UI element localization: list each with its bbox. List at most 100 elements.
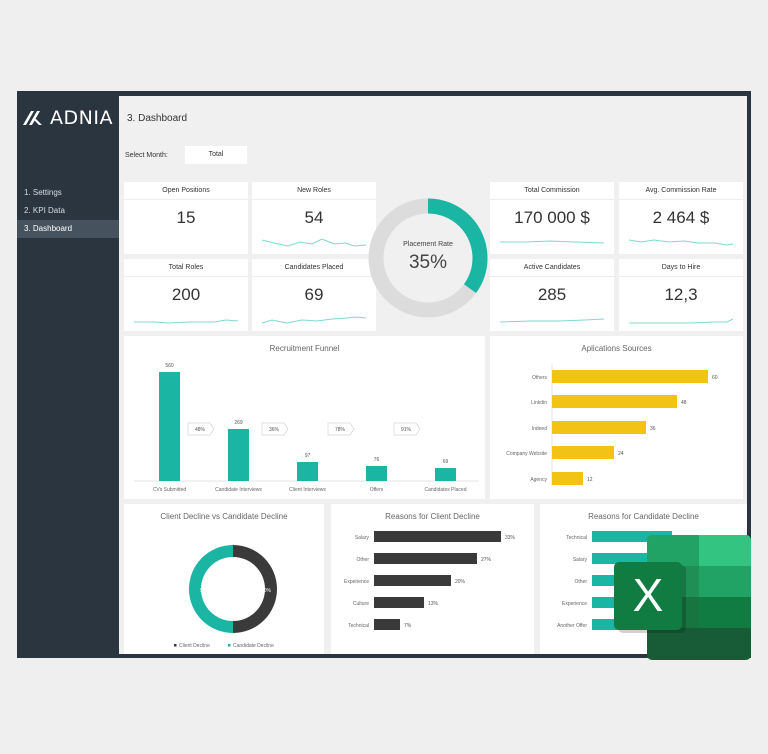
kpi-card-new-roles: New Roles 54	[252, 182, 376, 254]
bar-value: 269	[234, 420, 243, 426]
kpi-value: 54	[304, 208, 324, 227]
kpi-card-candidates-placed: Candidates Placed 69	[252, 259, 376, 331]
sidebar-item-kpi-data[interactable]: 2. KPI Data	[24, 206, 65, 215]
page-title: 3. Dashboard	[127, 113, 188, 124]
sidebar: ADNIA 1. Settings 2. KPI Data 3. Dashboa…	[17, 91, 119, 658]
category-label: Offers	[370, 487, 384, 493]
chart-title: Reasons for Candidate Decline	[588, 512, 699, 521]
kpi-value: 15	[176, 208, 196, 227]
sparkline	[629, 318, 733, 324]
decline-split-chart: Client Decline vs Candidate Decline 50% …	[124, 504, 324, 654]
placement-rate-gauge: Placement Rate 35%	[367, 196, 489, 320]
category-label: Client Interviews	[289, 487, 326, 493]
placement-rate-label: Placement Rate	[403, 241, 453, 248]
kpi-card-active-candidates: Active Candidates 285	[490, 259, 614, 331]
category-label: Other	[574, 579, 587, 585]
month-label: Select Month:	[125, 152, 168, 159]
bar-value: 12	[587, 477, 593, 483]
kpi-card-avg-commission-rate: Avg. Commission Rate 2 464 $	[619, 182, 743, 254]
bar-value: 33%	[505, 535, 516, 541]
slice-label: 50%	[200, 588, 211, 594]
category-label: Candidates Placed	[425, 487, 467, 493]
kpi-value: 2 464 $	[652, 208, 710, 227]
placement-rate-donut	[368, 198, 488, 318]
brand-logo: ADNIA	[22, 107, 113, 129]
client-decline-reasons-chart: Reasons for Client Decline Salary Other …	[331, 504, 534, 654]
category-label: Another Offer	[557, 623, 587, 629]
kpi-card-total-roles: Total Roles 200	[124, 259, 248, 331]
kpi-card-total-commission: Total Commission 170 000 $	[490, 182, 614, 254]
category-label: Experience	[562, 601, 587, 607]
sparkline	[262, 238, 366, 247]
category-label: CVs Submitted	[153, 487, 187, 493]
kpi-value: 170 000 $	[514, 208, 590, 227]
legend-swatch	[174, 644, 177, 647]
category-label: Technical	[348, 623, 369, 629]
sparkline	[262, 316, 366, 324]
sidebar-nav: 1. Settings 2. KPI Data 3. Dashboard	[17, 184, 119, 238]
kpi-title: Days to Hire	[619, 259, 743, 277]
kpi-title: Total Roles	[124, 259, 248, 277]
conversion-label: 48%	[195, 427, 206, 433]
conversion-label: 36%	[269, 427, 280, 433]
bar-value: 48	[681, 400, 687, 406]
bar-value: 20%	[455, 579, 466, 585]
chart-title: Aplications Sources	[581, 344, 652, 353]
client-decline-plot: Salary Other Experience Culture Technica…	[344, 531, 516, 630]
bar-value: 60	[712, 375, 718, 381]
kpi-value: 285	[537, 285, 567, 304]
category-label: Company Website	[506, 451, 547, 457]
category-label: Salary	[355, 535, 370, 541]
bar-value: 560	[165, 363, 174, 369]
kpi-title: Active Candidates	[490, 259, 614, 277]
sources-plot: Others Linkdin Indeed Company Website Ag…	[506, 364, 718, 486]
dashboard-window: ADNIA 1. Settings 2. KPI Data 3. Dashboa…	[17, 91, 751, 658]
bar-value: 69	[443, 459, 449, 465]
bar-value: 76	[374, 457, 380, 463]
category-label: Linkdin	[531, 400, 547, 406]
category-label: Others	[532, 375, 548, 381]
excel-logo-icon: X	[614, 535, 751, 660]
category-label: Culture	[353, 601, 369, 607]
kpi-value: 69	[304, 285, 324, 304]
category-label: Indeed	[532, 426, 548, 432]
sparkline	[500, 240, 604, 244]
chart-title: Recruitment Funnel	[269, 344, 340, 353]
slice-label: 50%	[261, 588, 272, 594]
funnel-plot: 560 269 97 76 69 48% 36% 78% 91% CVs	[134, 363, 479, 493]
sidebar-item-dashboard[interactable]: 3. Dashboard	[17, 220, 119, 238]
bar-value: 13%	[428, 601, 439, 607]
applications-sources-chart: Aplications Sources Others Linkdin Indee…	[490, 336, 743, 499]
month-select[interactable]: Total	[185, 146, 247, 164]
decline-donut: 50% 50% Client Decline Candidate Decline	[174, 545, 277, 649]
bar-value: 24	[618, 451, 624, 457]
kpi-card-days-to-hire: Days to Hire 12,3	[619, 259, 743, 331]
recruitment-funnel-chart: Recruitment Funnel 560 269 97 76 69	[124, 336, 485, 499]
kpi-value: 200	[171, 285, 201, 304]
category-label: Agency	[530, 477, 547, 483]
bar-value: 7%	[404, 623, 412, 629]
kpi-card-open-positions: Open Positions 15	[124, 182, 248, 254]
conversion-label: 78%	[335, 427, 346, 433]
category-label: Salary	[573, 557, 588, 563]
legend-label: Client Decline	[179, 643, 210, 649]
category-label: Experience	[344, 579, 369, 585]
bar-value: 36	[650, 426, 656, 432]
category-label: Other	[356, 557, 369, 563]
sparkline	[134, 319, 238, 324]
kpi-value: 12,3	[664, 285, 698, 304]
kpi-title: Open Positions	[124, 182, 248, 200]
legend-label: Candidate Decline	[233, 643, 274, 649]
chart-title: Reasons for Client Decline	[385, 512, 480, 521]
excel-letter: X	[633, 569, 664, 621]
conversion-label: 91%	[401, 427, 412, 433]
legend-swatch	[228, 644, 231, 647]
kpi-title: Candidates Placed	[252, 259, 376, 277]
placement-rate-value: 35%	[408, 252, 448, 273]
category-label: Candidate Interviews	[215, 487, 262, 493]
sparkline	[629, 239, 733, 246]
category-label: Technical	[566, 535, 587, 541]
adnia-logo-icon	[23, 111, 42, 125]
sidebar-item-settings[interactable]: 1. Settings	[24, 188, 62, 197]
